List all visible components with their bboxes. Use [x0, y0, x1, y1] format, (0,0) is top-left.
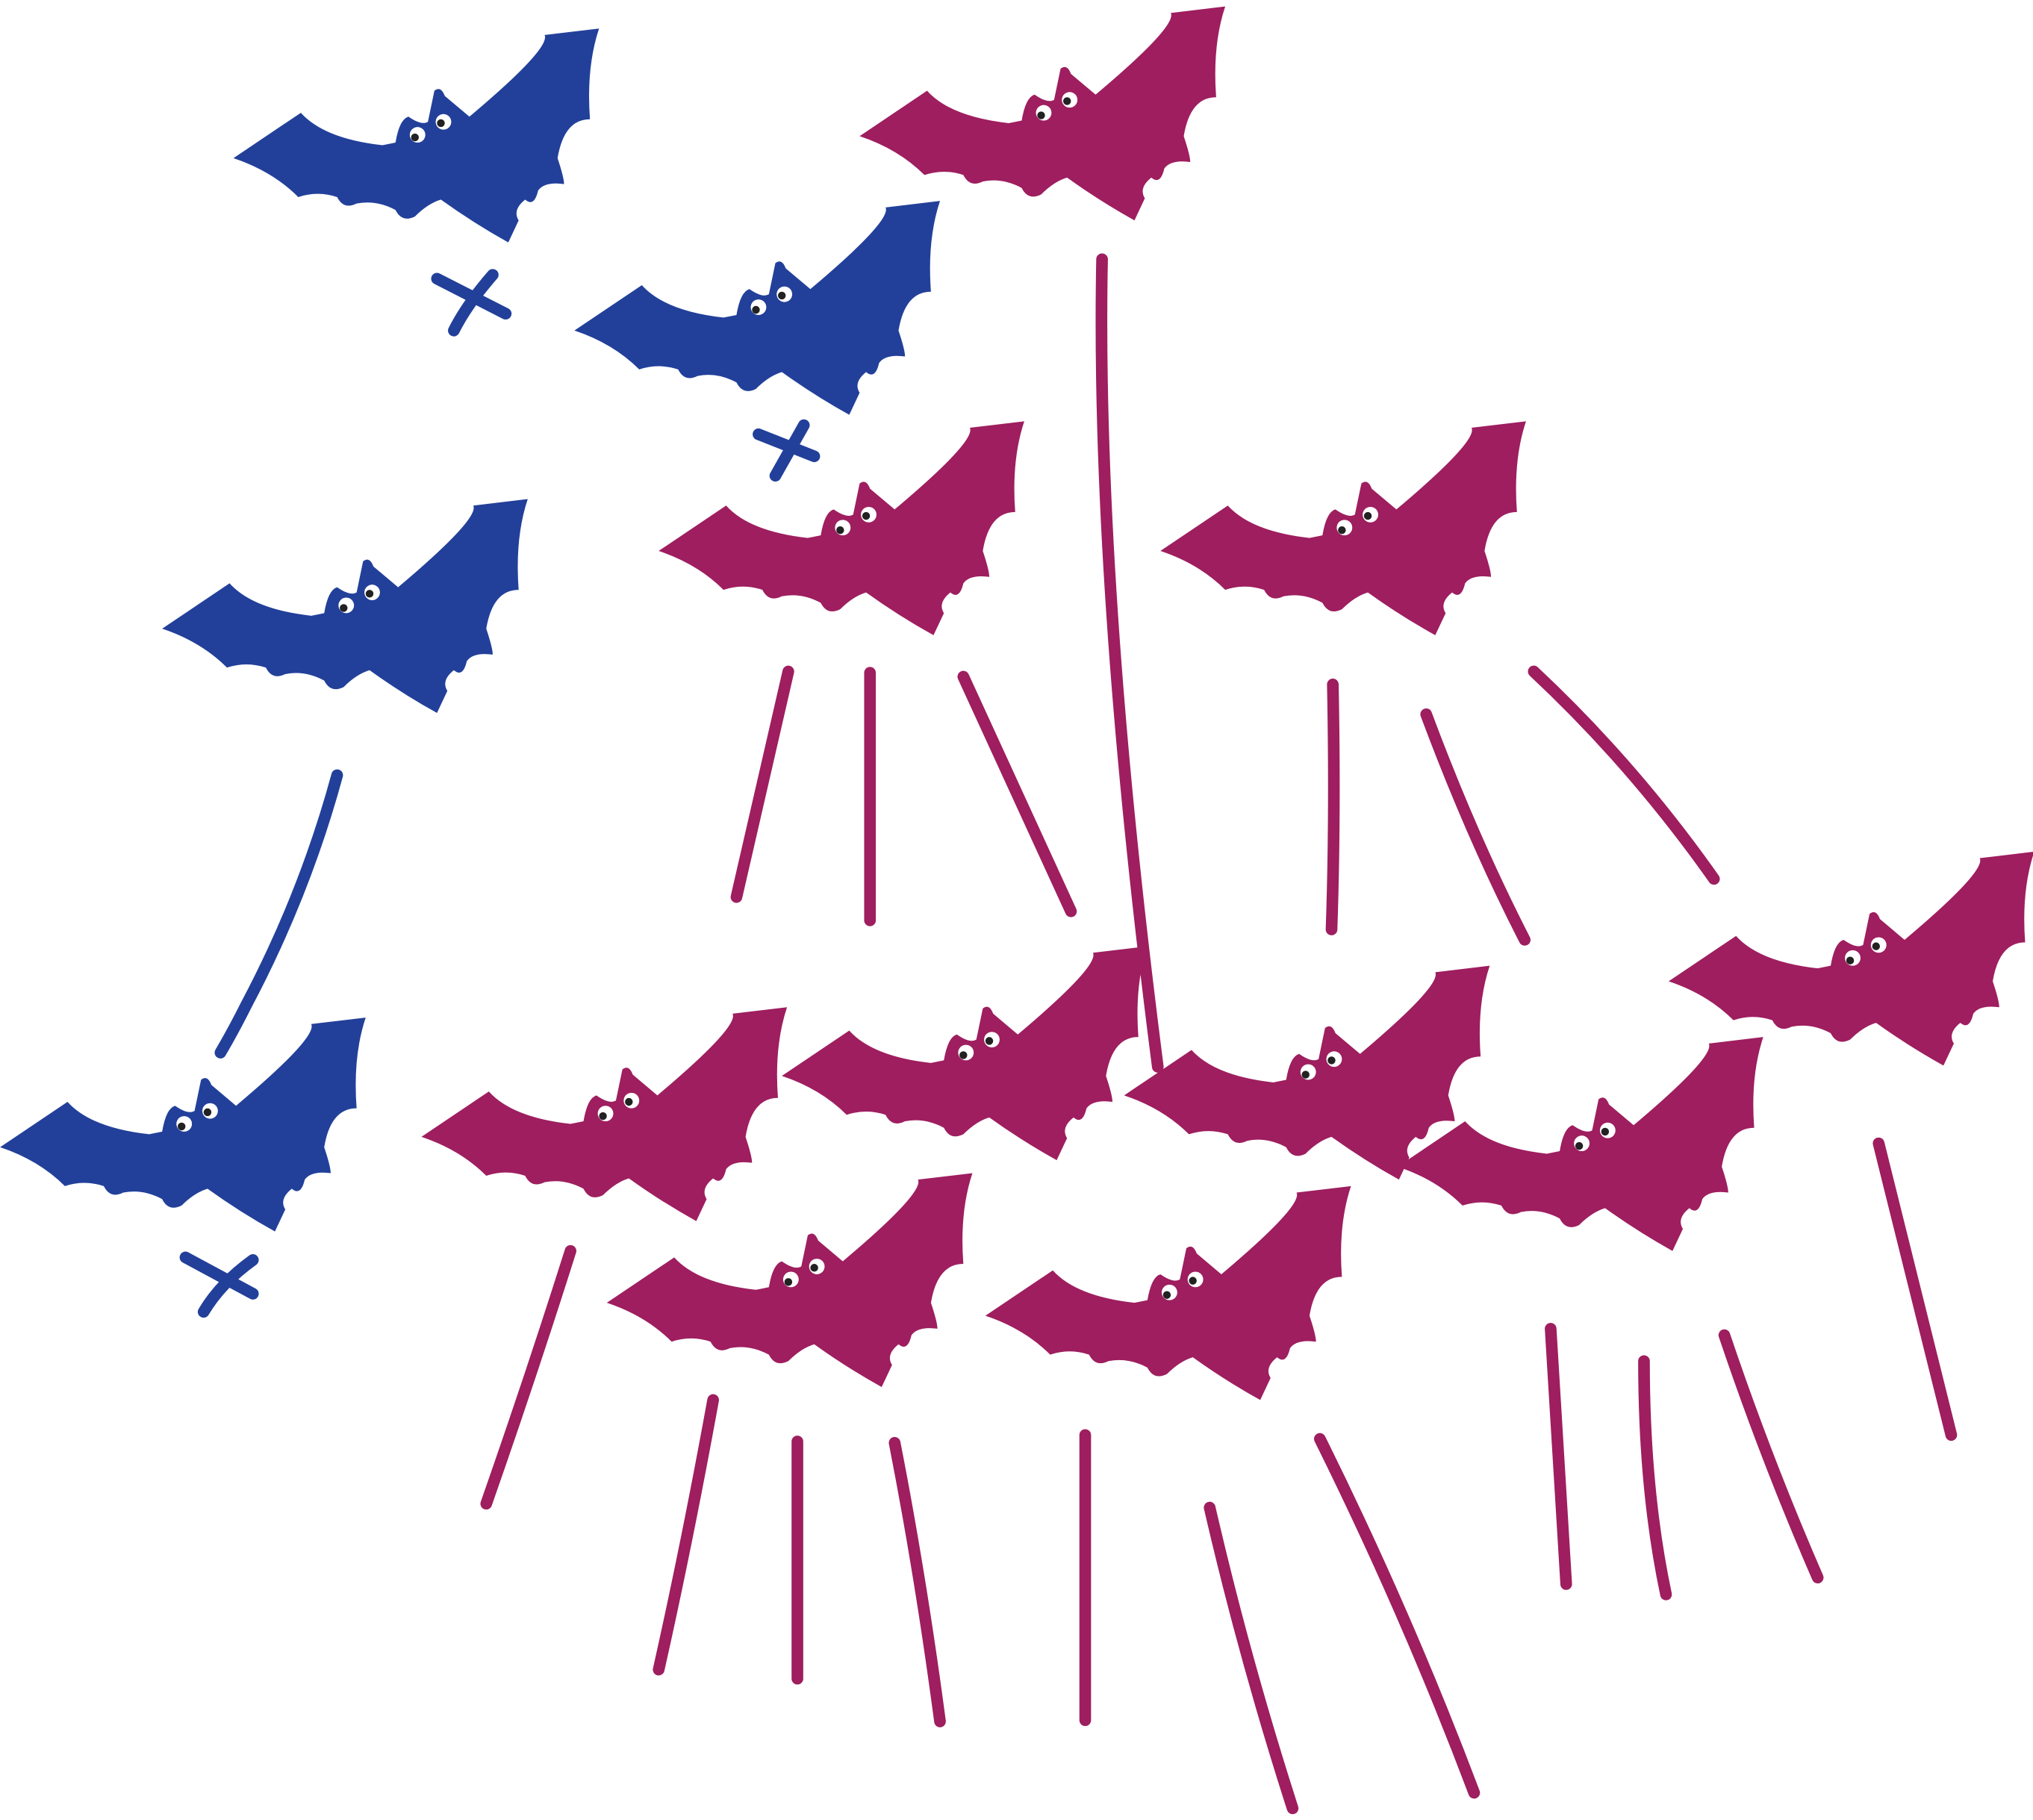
stroke [730, 665, 794, 903]
bat [421, 1007, 788, 1221]
stroke [1204, 1501, 1299, 1815]
stroke [1528, 665, 1720, 885]
stroke [1545, 1323, 1572, 1590]
bat [985, 1185, 1351, 1400]
stroke [214, 769, 343, 1059]
stroke [1095, 253, 1164, 1073]
bat [162, 499, 528, 714]
stroke [1314, 1433, 1481, 1799]
bat [574, 201, 941, 415]
bat [0, 1017, 366, 1232]
x-mark [753, 419, 821, 482]
stroke [1420, 708, 1531, 946]
stroke [1718, 1329, 1824, 1584]
magenta-bats [421, 6, 2033, 1400]
bat [859, 6, 1226, 221]
blue-bats [0, 28, 941, 1232]
stroke [888, 1436, 946, 1727]
x-mark [179, 1251, 259, 1318]
blue-strokes [179, 269, 821, 1318]
bat [606, 1173, 973, 1388]
stroke [653, 1394, 719, 1676]
bat [233, 28, 600, 243]
stroke [957, 670, 1077, 917]
stroke [1638, 1355, 1672, 1601]
bat [659, 421, 1024, 635]
stroke [1872, 1137, 1958, 1442]
stroke [1325, 679, 1340, 935]
x-mark [431, 269, 512, 337]
bat [782, 946, 1148, 1161]
stroke [480, 1244, 576, 1510]
magenta-strokes [480, 253, 1958, 1815]
bat [1160, 421, 1526, 635]
bat [1668, 851, 2033, 1066]
